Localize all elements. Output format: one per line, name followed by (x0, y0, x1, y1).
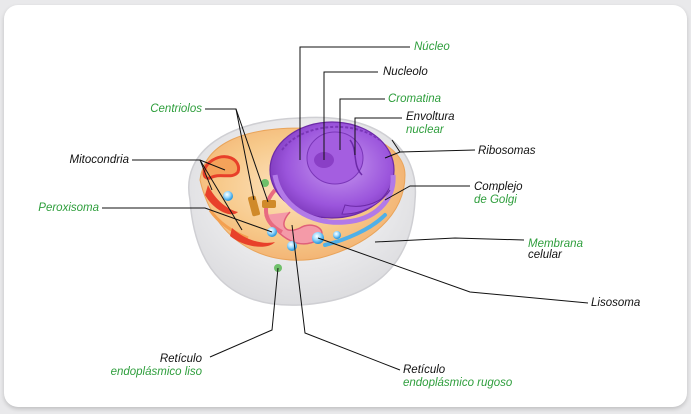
label-ret-rugoso-line2: endoplásmico rugoso (403, 377, 513, 389)
chromatin-strands (349, 139, 363, 176)
label-lisosoma: Lisosoma (591, 297, 641, 309)
label-membrana-line1: Membrana (528, 238, 583, 250)
leader-ribosomas-2 (384, 151, 401, 159)
label-mitocondria: Mitocondria (69, 154, 129, 166)
leader-lisosoma (317, 237, 589, 304)
vesicle-2 (223, 191, 233, 201)
label-ribosomas: Ribosomas (478, 145, 536, 157)
leader-nucleo (299, 46, 410, 160)
leader-ribosomas-1 (391, 139, 476, 153)
leader-mitocondria-2 (199, 159, 213, 191)
leader-ret-liso (209, 267, 279, 358)
nuclear-envelope-2 (281, 125, 381, 151)
leader-ret-rugoso (291, 224, 401, 371)
label-envoltura-line1: Envoltura (406, 111, 455, 123)
label-complejo-line1: Complejo (474, 181, 523, 193)
chromatin (306, 131, 364, 185)
leader-nucleolo (323, 71, 378, 160)
centriole-1 (247, 195, 261, 217)
label-peroxisoma: Peroxisoma (38, 202, 99, 214)
mitochondrion-3 (230, 228, 275, 247)
vesicle-3 (261, 179, 269, 187)
nuclear-envelope (272, 174, 396, 225)
leader-cromatina (339, 98, 385, 150)
leader-peroxisoma (102, 207, 273, 233)
label-ret-liso-line1: Retículo (159, 353, 202, 365)
cytoplasm-rim (323, 213, 387, 247)
leader-golgi (384, 185, 470, 201)
label-cromatina: Cromatina (388, 93, 442, 105)
leader-centriolos-2 (235, 108, 269, 203)
label-ret-rugoso-line1: Retículo (403, 364, 446, 376)
leader-lines (102, 46, 589, 371)
centriole-2 (262, 200, 276, 208)
mitochondrion-1 (202, 155, 241, 180)
leader-envoltura (354, 117, 402, 155)
label-complejo-line2: de Golgi (474, 194, 517, 206)
vesicle-4 (333, 231, 341, 239)
vesicle-1 (287, 241, 297, 251)
rough-er-2 (264, 188, 283, 234)
golgi-complex (341, 189, 391, 215)
label-centriolos: Centriolos (150, 103, 202, 115)
mitochondrion-2 (205, 185, 238, 215)
leader-membrana (374, 237, 525, 243)
label-envoltura-line2: nuclear (406, 124, 444, 136)
label-nucleolo: Nucleolo (383, 66, 428, 78)
label-ret-liso-line2: endoplásmico liso (110, 366, 202, 378)
rough-er (264, 211, 323, 245)
label-membrana-line2: celular (528, 249, 562, 261)
cytoplasm-rim-2 (208, 209, 249, 240)
label-nucleo: Núcleo (414, 41, 450, 53)
